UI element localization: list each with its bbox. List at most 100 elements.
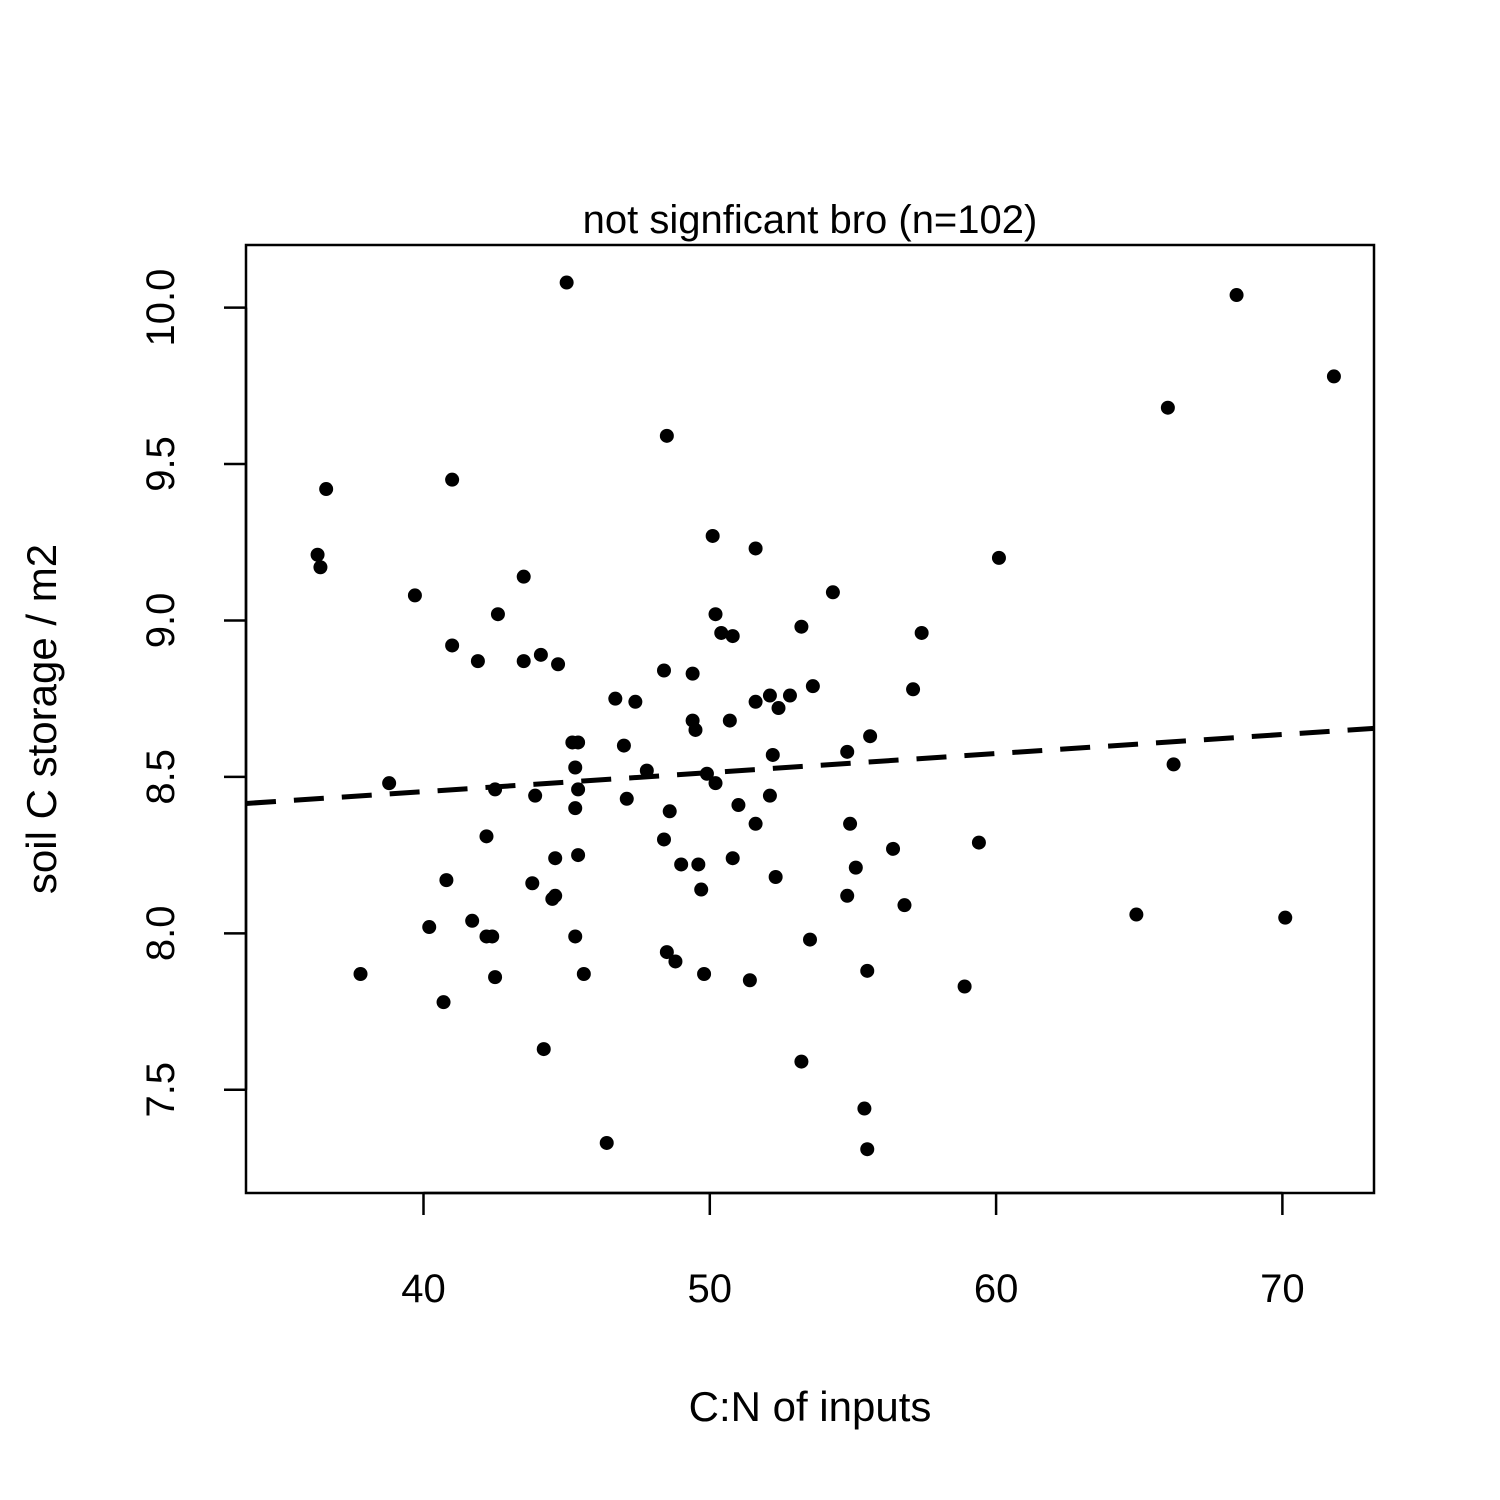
data-point	[1166, 757, 1181, 772]
y-tick-label: 10.0	[139, 269, 183, 347]
data-point	[479, 829, 494, 844]
data-point	[674, 857, 689, 872]
x-axis: 40 50 60 70	[401, 1191, 1305, 1311]
data-point	[528, 788, 543, 803]
data-point	[656, 832, 671, 847]
data-point	[525, 876, 540, 891]
data-point	[742, 973, 757, 988]
data-point	[619, 791, 634, 806]
data-point	[616, 738, 631, 753]
data-point	[771, 701, 786, 716]
data-point	[725, 629, 740, 644]
data-point	[748, 816, 763, 831]
data-point	[886, 841, 901, 856]
data-point	[1160, 400, 1175, 415]
data-point	[1229, 288, 1244, 303]
x-axis-label: C:N of inputs	[689, 1383, 932, 1430]
data-point	[805, 679, 820, 694]
data-point	[971, 835, 986, 850]
data-point	[548, 888, 563, 903]
data-point	[705, 528, 720, 543]
data-point	[860, 963, 875, 978]
data-point	[803, 932, 817, 947]
data-point	[599, 1135, 614, 1150]
y-tick-label: 9.0	[139, 593, 183, 649]
data-point	[470, 654, 485, 669]
data-point	[762, 788, 777, 803]
data-point	[768, 870, 783, 884]
data-point	[465, 913, 480, 928]
data-point	[762, 688, 777, 703]
data-point	[860, 1142, 875, 1157]
data-point	[628, 694, 643, 709]
data-point	[548, 851, 563, 866]
y-tick-label: 8.0	[139, 906, 183, 962]
data-point	[571, 848, 586, 863]
data-point	[407, 588, 422, 603]
data-point	[843, 816, 858, 831]
data-point	[699, 766, 714, 781]
data-point	[848, 860, 863, 875]
data-point	[957, 979, 972, 994]
data-point	[353, 966, 368, 981]
data-point	[639, 763, 654, 778]
data-point	[313, 560, 328, 575]
data-point	[688, 722, 703, 737]
data-point	[516, 654, 531, 669]
data-point	[576, 966, 591, 981]
x-tick-label: 50	[688, 1267, 733, 1311]
data-point	[422, 920, 437, 935]
data-point	[731, 798, 746, 813]
data-point	[533, 647, 548, 662]
data-point	[659, 428, 674, 443]
data-point	[825, 585, 840, 600]
data-point	[691, 857, 706, 872]
data-points	[310, 275, 1341, 1157]
data-point	[382, 776, 397, 791]
data-point	[559, 275, 574, 290]
data-point	[551, 657, 566, 672]
data-point	[725, 851, 740, 866]
data-point	[794, 1054, 809, 1069]
data-point	[748, 694, 763, 709]
data-point	[488, 970, 503, 985]
y-axis: 7.5 8.0 8.5 9.0 9.5 10.0	[139, 269, 248, 1118]
y-tick-label: 7.5	[139, 1062, 183, 1118]
y-tick-label: 8.5	[139, 749, 183, 805]
data-point	[694, 882, 709, 897]
data-point	[697, 966, 712, 981]
data-point	[319, 482, 334, 497]
data-point	[571, 735, 586, 750]
data-point	[794, 619, 809, 634]
data-point	[516, 569, 531, 584]
data-point	[568, 801, 583, 816]
data-point	[685, 666, 700, 681]
data-point	[708, 607, 723, 622]
data-point	[897, 898, 912, 913]
data-point	[659, 945, 674, 960]
data-point	[656, 663, 671, 678]
data-point	[490, 607, 505, 622]
data-point	[485, 929, 500, 944]
data-point	[863, 729, 878, 744]
data-point	[991, 550, 1006, 565]
x-tick-label: 70	[1260, 1267, 1305, 1311]
data-point	[714, 625, 729, 640]
data-point	[1129, 907, 1144, 922]
data-point	[708, 776, 723, 791]
data-point	[782, 688, 797, 703]
y-tick-label: 9.5	[139, 436, 183, 492]
data-point	[310, 547, 325, 562]
x-tick-label: 60	[974, 1267, 1019, 1311]
chart-title: not signficant bro (n=102)	[583, 198, 1038, 242]
data-point	[748, 541, 763, 556]
data-point	[568, 929, 583, 944]
data-point	[436, 995, 451, 1010]
data-point	[536, 1042, 551, 1057]
data-point	[857, 1101, 872, 1116]
data-point	[722, 713, 737, 728]
data-point	[906, 682, 921, 697]
data-point	[488, 782, 503, 797]
